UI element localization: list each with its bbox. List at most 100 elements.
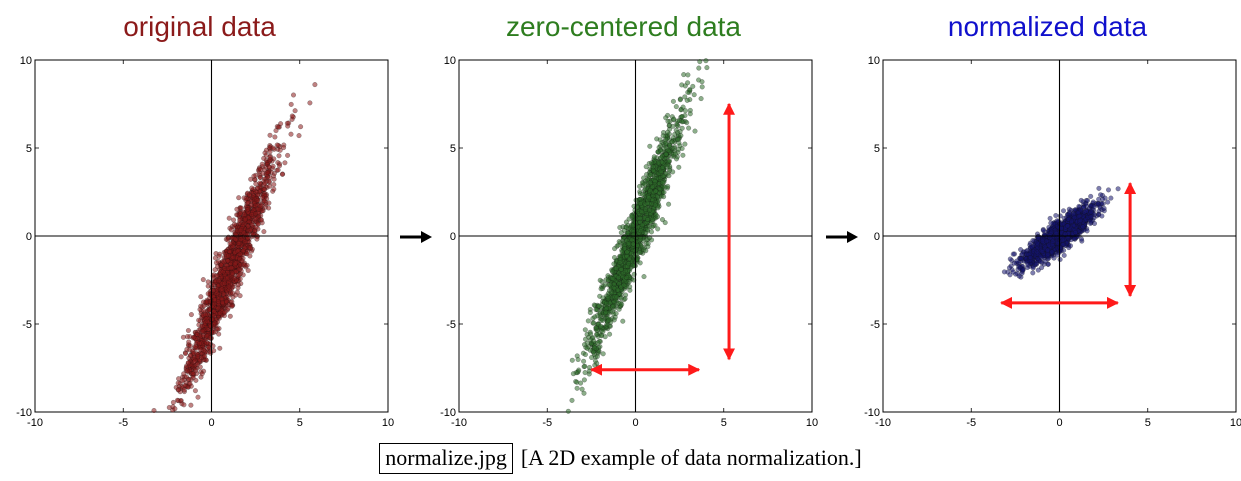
- data-point: [1095, 201, 1101, 207]
- data-point: [214, 273, 220, 279]
- data-point: [186, 339, 192, 345]
- flow-arrow-2: [826, 231, 858, 243]
- data-point: [586, 368, 592, 374]
- data-point: [247, 245, 253, 251]
- data-point: [229, 299, 235, 305]
- data-point: [271, 186, 277, 192]
- y-tick-label: -5: [22, 319, 32, 331]
- data-point: [221, 310, 227, 316]
- data-point: [1083, 208, 1089, 214]
- data-point: [660, 180, 665, 186]
- data-point: [1102, 195, 1108, 201]
- data-point: [209, 316, 215, 322]
- data-point: [661, 189, 667, 195]
- data-point: [182, 383, 188, 388]
- data-point: [645, 217, 650, 222]
- data-point: [703, 58, 709, 64]
- data-point: [643, 164, 649, 170]
- y-tick-label: 5: [450, 143, 456, 155]
- data-point: [679, 82, 685, 88]
- data-point: [646, 195, 652, 201]
- data-point: [575, 357, 581, 362]
- flow-arrow-1: [400, 231, 432, 243]
- data-point: [570, 371, 576, 377]
- data-point: [1040, 238, 1046, 244]
- data-point: [1060, 242, 1066, 247]
- data-point: [230, 290, 236, 296]
- data-point: [585, 318, 591, 324]
- data-point: [642, 181, 648, 187]
- data-point: [249, 185, 255, 191]
- data-point: [227, 313, 233, 319]
- data-point: [629, 214, 635, 220]
- data-point: [1038, 253, 1043, 259]
- data-point: [237, 210, 243, 216]
- data-point: [638, 228, 644, 234]
- data-point: [582, 370, 588, 376]
- data-point: [244, 207, 250, 213]
- data-point: [226, 253, 231, 259]
- data-point: [1030, 270, 1036, 276]
- data-point: [1028, 255, 1034, 261]
- data-point: [253, 224, 259, 230]
- data-point: [232, 260, 238, 266]
- data-point: [183, 351, 188, 356]
- data-point: [239, 258, 245, 264]
- data-point: [1045, 261, 1051, 267]
- data-point: [654, 136, 660, 142]
- data-point: [205, 291, 211, 297]
- data-point: [1057, 257, 1063, 262]
- data-point: [687, 87, 693, 93]
- data-point: [607, 331, 613, 337]
- data-point: [1048, 220, 1054, 226]
- data-point: [1067, 210, 1073, 216]
- data-point: [591, 302, 597, 308]
- data-point: [677, 97, 683, 103]
- data-point: [282, 160, 288, 166]
- data-point: [605, 294, 611, 300]
- data-point: [696, 65, 702, 71]
- data-point: [184, 368, 190, 374]
- data-point: [184, 374, 190, 380]
- data-point: [208, 323, 213, 329]
- x-tick-label: 0: [1056, 417, 1062, 429]
- data-point: [663, 151, 669, 157]
- data-point: [619, 249, 625, 255]
- data-point: [618, 267, 624, 272]
- data-point: [593, 307, 599, 313]
- data-point: [270, 145, 276, 151]
- data-point: [175, 387, 181, 393]
- data-point: [1084, 228, 1090, 234]
- data-point: [647, 143, 653, 149]
- data-point: [1080, 224, 1086, 230]
- data-point: [581, 377, 587, 383]
- data-point: [598, 317, 604, 323]
- data-point: [684, 97, 690, 103]
- data-point: [1061, 252, 1067, 258]
- data-point: [592, 358, 598, 364]
- data-point: [1049, 249, 1055, 255]
- data-point: [645, 241, 651, 247]
- data-point: [613, 266, 619, 271]
- data-point: [188, 312, 194, 318]
- data-point: [249, 222, 255, 228]
- data-point: [615, 275, 621, 281]
- data-point: [652, 202, 658, 208]
- data-point: [1085, 198, 1090, 203]
- data-point: [260, 195, 265, 200]
- data-point: [200, 277, 206, 283]
- data-point: [618, 295, 624, 301]
- data-point: [204, 318, 210, 324]
- data-point: [225, 275, 231, 281]
- data-point: [288, 101, 294, 107]
- data-point: [253, 181, 259, 187]
- data-point: [696, 77, 702, 83]
- data-point: [699, 84, 705, 90]
- data-point: [1007, 265, 1012, 271]
- data-point: [569, 357, 575, 363]
- data-point: [285, 123, 291, 129]
- data-point: [288, 131, 294, 137]
- data-point: [579, 386, 585, 392]
- data-point: [604, 301, 610, 307]
